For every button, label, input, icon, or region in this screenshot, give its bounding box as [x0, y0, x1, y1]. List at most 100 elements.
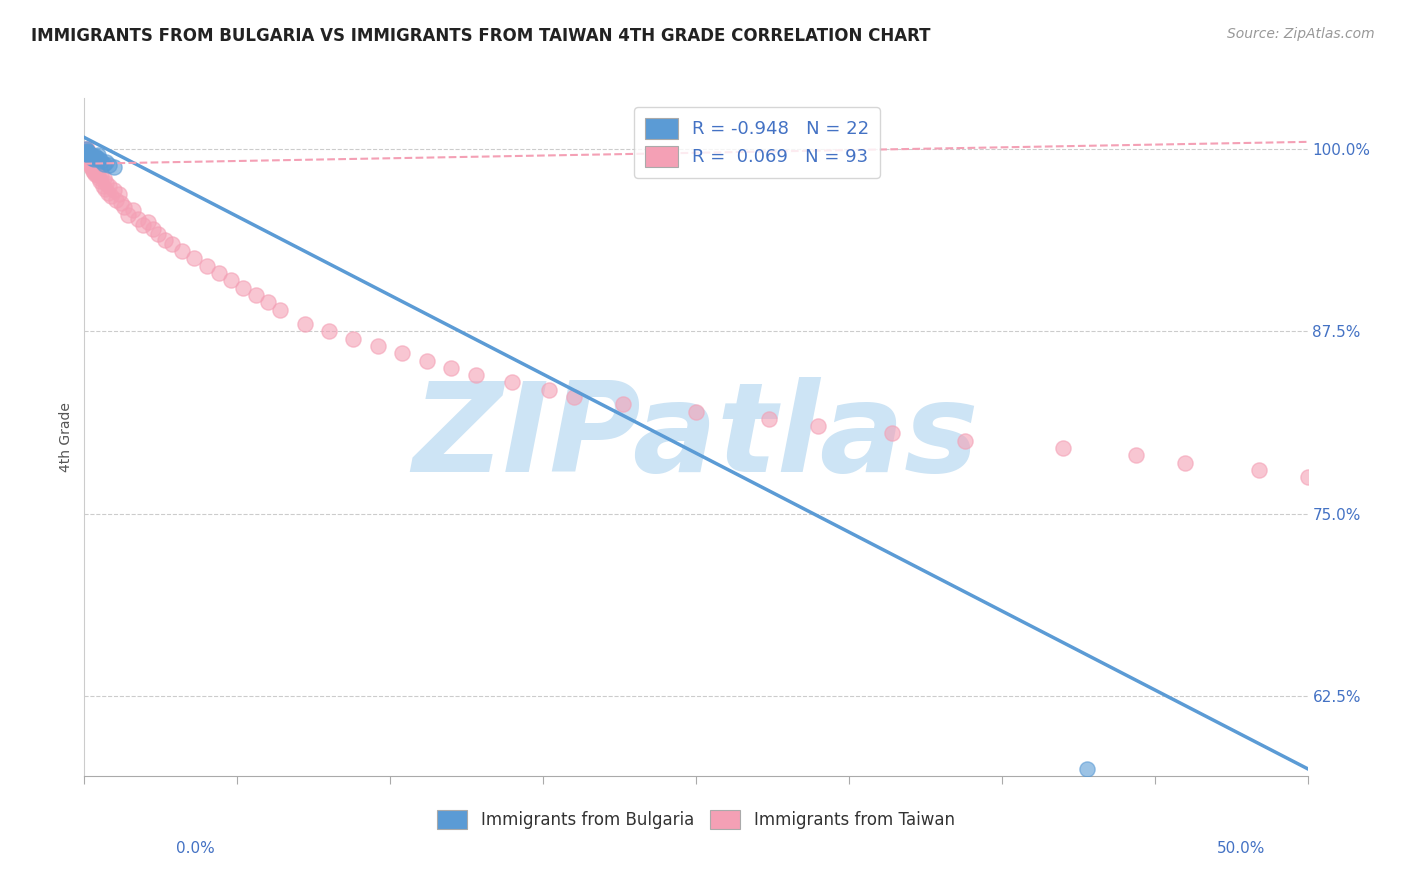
Point	[1247, 463, 1270, 477]
Point	[93, 157, 115, 171]
Point	[96, 176, 118, 190]
Point	[82, 161, 104, 175]
Point	[96, 155, 118, 169]
Text: ZIPatlas: ZIPatlas	[413, 376, 979, 498]
Point	[82, 164, 104, 178]
Point	[1125, 448, 1147, 462]
Point	[502, 376, 524, 390]
Text: 0.0%: 0.0%	[176, 841, 215, 856]
Point	[83, 165, 105, 179]
Point	[79, 157, 101, 171]
Point	[416, 353, 439, 368]
Point	[464, 368, 486, 383]
Point	[103, 183, 125, 197]
Point	[269, 302, 291, 317]
Point	[1174, 456, 1197, 470]
Point	[103, 160, 125, 174]
Point	[953, 434, 976, 448]
Point	[86, 151, 108, 165]
Point	[77, 148, 100, 162]
Point	[80, 151, 103, 165]
Point	[84, 162, 107, 177]
Point	[79, 149, 101, 163]
Text: Source: ZipAtlas.com: Source: ZipAtlas.com	[1227, 27, 1375, 41]
Point	[97, 186, 120, 200]
Point	[77, 148, 100, 162]
Point	[562, 390, 585, 404]
Point	[75, 145, 97, 159]
Point	[245, 288, 267, 302]
Point	[91, 178, 114, 193]
Point	[89, 174, 111, 188]
Point	[112, 201, 135, 215]
Y-axis label: 4th Grade: 4th Grade	[59, 402, 73, 472]
Point	[105, 193, 128, 207]
Point	[257, 295, 280, 310]
Point	[82, 153, 104, 168]
Point	[77, 153, 100, 168]
Point	[87, 164, 110, 178]
Point	[342, 332, 364, 346]
Point	[84, 149, 107, 163]
Point	[107, 187, 129, 202]
Point	[79, 151, 101, 165]
Point	[1052, 441, 1074, 455]
Point	[318, 325, 340, 339]
Point	[87, 171, 110, 186]
Point	[83, 155, 105, 169]
Point	[1076, 762, 1098, 776]
Point	[75, 142, 97, 156]
Point	[80, 157, 103, 171]
Point	[87, 148, 110, 162]
Point	[172, 244, 194, 259]
Point	[79, 146, 101, 161]
Point	[136, 215, 159, 229]
Point	[80, 160, 103, 174]
Point	[219, 273, 242, 287]
Point	[80, 153, 103, 167]
Point	[83, 153, 105, 167]
Point	[90, 153, 112, 168]
Point	[77, 146, 100, 161]
Point	[77, 153, 100, 167]
Point	[612, 397, 634, 411]
Legend: Immigrants from Bulgaria, Immigrants from Taiwan: Immigrants from Bulgaria, Immigrants fro…	[430, 803, 962, 836]
Point	[440, 360, 463, 375]
Point	[97, 158, 120, 172]
Point	[110, 196, 132, 211]
Point	[367, 339, 389, 353]
Point	[90, 169, 112, 183]
Point	[76, 144, 98, 158]
Point	[122, 203, 145, 218]
Point	[76, 142, 98, 156]
Point	[84, 157, 107, 171]
Point	[685, 404, 707, 418]
Point	[75, 145, 97, 159]
Text: IMMIGRANTS FROM BULGARIA VS IMMIGRANTS FROM TAIWAN 4TH GRADE CORRELATION CHART: IMMIGRANTS FROM BULGARIA VS IMMIGRANTS F…	[31, 27, 931, 45]
Point	[117, 208, 139, 222]
Point	[132, 218, 155, 232]
Point	[146, 227, 169, 241]
Point	[97, 178, 120, 193]
Point	[183, 252, 205, 266]
Point	[880, 426, 903, 441]
Point	[807, 419, 830, 434]
Point	[75, 148, 97, 162]
Point	[75, 142, 97, 156]
Point	[93, 171, 115, 186]
Point	[208, 266, 231, 280]
Point	[127, 212, 149, 227]
Point	[86, 169, 108, 183]
Point	[195, 259, 218, 273]
Point	[80, 149, 103, 163]
Point	[758, 412, 780, 426]
Point	[153, 233, 176, 247]
Point	[76, 146, 98, 161]
Point	[294, 317, 316, 331]
Point	[76, 146, 98, 161]
Point	[87, 153, 110, 167]
Point	[80, 148, 103, 162]
Point	[94, 181, 117, 195]
Point	[232, 280, 254, 294]
Point	[76, 149, 98, 163]
